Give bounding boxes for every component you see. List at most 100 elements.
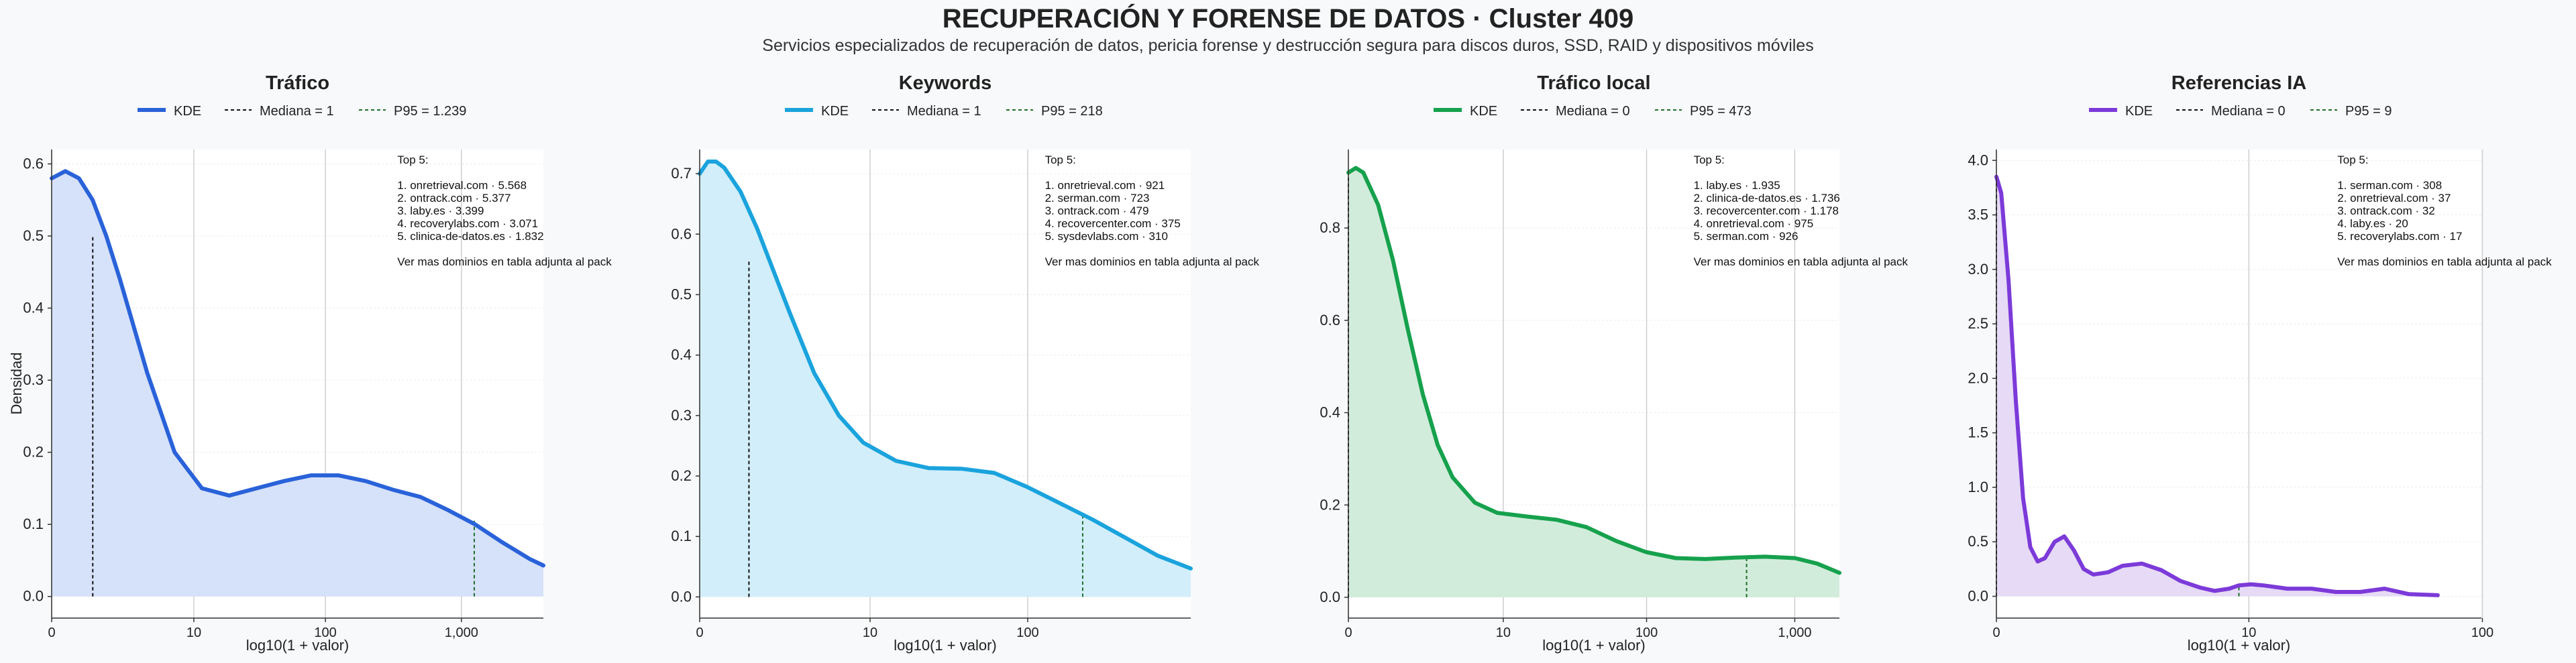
y-tick-label: 1.0 (1968, 479, 1988, 495)
y-tick-label: 1.5 (1968, 424, 1988, 441)
y-tick-label: 0.4 (1320, 404, 1340, 421)
top5-item: 3. laby.es · 3.399 (397, 204, 484, 217)
legend-label-median: Mediana = 0 (1556, 104, 1630, 119)
top5-item: 4. onretrieval.com · 975 (1694, 217, 1814, 230)
y-tick-label: 4.0 (1968, 152, 1988, 168)
top5-item: 5. recoverylabs.com · 17 (2337, 230, 2462, 243)
chart-title: Referencias IA (2171, 72, 2307, 94)
y-tick-label: 0.1 (671, 528, 692, 544)
x-tick-label: 100 (2471, 625, 2493, 640)
x-tick-label: 1,000 (445, 625, 478, 640)
y-tick-label: 0.5 (1968, 533, 1988, 550)
y-tick-label: 2.5 (1968, 315, 1988, 332)
x-axis-label: log10(1 + valor) (246, 637, 349, 654)
legend-label-p95: P95 = 9 (2345, 104, 2392, 119)
x-tick-label: 0 (696, 625, 703, 640)
x-tick-label: 100 (1635, 625, 1658, 640)
top5-item: 2. serman.com · 723 (1045, 192, 1150, 204)
top5-item: 1. serman.com · 308 (2337, 179, 2442, 192)
y-tick-label: 0.6 (671, 225, 692, 242)
legend-label-median: Mediana = 1 (260, 104, 334, 119)
top5-item: 5. sysdevlabs.com · 310 (1045, 230, 1168, 243)
page-title: RECUPERACIÓN Y FORENSE DE DATOS · Cluste… (942, 4, 1634, 34)
chart-panel-3: 0.0 0.2 0.4 0.6 0.8 0 10 100 1,000 log10(1 + valo… (1320, 72, 1908, 654)
x-tick-label: 1,000 (1778, 625, 1811, 640)
kde-area (52, 171, 543, 597)
legend-label-kde: KDE (1470, 104, 1497, 119)
top5-footnote: Ver mas dominios en tabla adjunta al pac… (2337, 255, 2552, 268)
legend-label-p95: P95 = 473 (1690, 104, 1752, 119)
chart-panel-2: 0.0 0.1 0.2 0.3 0.4 0.5 0.6 0.7 0 10 100 log10(1 + … (671, 72, 1259, 654)
top5-item: 2. ontrack.com · 5.377 (397, 192, 511, 204)
x-tick-label: 0 (1992, 625, 2000, 640)
x-tick-label: 0 (1344, 625, 1352, 640)
x-tick-label: 10 (863, 625, 877, 640)
y-tick-label: 0.2 (23, 444, 44, 461)
y-tick-label: 0.2 (1320, 496, 1340, 513)
legend-label-p95: P95 = 1.239 (394, 104, 466, 119)
top5-item: 1. laby.es · 1.935 (1694, 179, 1780, 192)
chart-title: Tráfico local (1537, 72, 1650, 94)
y-tick-label: 3.5 (1968, 206, 1988, 223)
top5-item: 1. onretrieval.com · 921 (1045, 179, 1165, 192)
chart-title: Tráfico (266, 72, 329, 94)
x-tick-label: 0 (48, 625, 55, 640)
legend-label-kde: KDE (2125, 104, 2153, 119)
top5-item: 4. recovercenter.com · 375 (1045, 217, 1181, 230)
legend-label-median: Mediana = 1 (907, 104, 981, 119)
top5-item: 1. onretrieval.com · 5.568 (397, 179, 527, 192)
y-tick-label: 0.5 (671, 286, 692, 302)
top5-item: 3. ontrack.com · 479 (1045, 204, 1149, 217)
top5-footnote: Ver mas dominios en tabla adjunta al pac… (1045, 255, 1260, 268)
kde-line (50, 169, 545, 568)
top5-item: 2. onretrieval.com · 37 (2337, 192, 2451, 204)
y-tick-label: 0.0 (1968, 587, 1988, 604)
y-tick-label: 0.1 (23, 516, 44, 532)
top5-item: 4. laby.es · 20 (2337, 217, 2408, 230)
y-tick-label: 0.2 (671, 467, 692, 484)
page-subtitle: Servicios especializados de recuperación… (762, 36, 1814, 55)
y-tick-label: 0.0 (23, 588, 44, 605)
legend-label-median: Mediana = 0 (2211, 104, 2286, 119)
x-tick-label: 100 (1016, 625, 1038, 640)
top5-footnote: Ver mas dominios en tabla adjunta al pac… (1694, 255, 1909, 268)
y-tick-label: 0.0 (671, 588, 692, 605)
x-axis-label: log10(1 + valor) (894, 637, 996, 654)
x-tick-label: 10 (186, 625, 201, 640)
top5-footnote: Ver mas dominios en tabla adjunta al pac… (397, 255, 612, 268)
top5-item: 5. clinica-de-datos.es · 1.832 (397, 230, 543, 243)
top5-item: 4. recoverylabs.com · 3.071 (397, 217, 538, 230)
chart-panel-1: 0.0 0.1 0.2 0.3 0.4 0.5 0.6 0 10 100 1,000 log10(1 … (8, 72, 612, 654)
top5-item: 5. serman.com · 926 (1694, 230, 1799, 243)
top5-item: 3. recovercenter.com · 1.178 (1694, 204, 1839, 217)
top5-title: Top 5: (397, 154, 428, 166)
y-tick-label: 0.6 (23, 156, 44, 172)
top5-title: Top 5: (2337, 154, 2368, 166)
legend-label-kde: KDE (821, 104, 849, 119)
x-axis-label: log10(1 + valor) (1542, 637, 1645, 654)
y-tick-label: 0.6 (1320, 312, 1340, 328)
x-tick-label: 10 (2241, 625, 2256, 640)
y-tick-label: 0.0 (1320, 589, 1340, 605)
legend-label-p95: P95 = 218 (1041, 104, 1103, 119)
y-tick-label: 0.3 (671, 407, 692, 424)
top5-title: Top 5: (1045, 154, 1076, 166)
kde-line (698, 160, 1193, 570)
x-axis-label: log10(1 + valor) (2188, 637, 2290, 654)
top5-item: 2. clinica-de-datos.es · 1.736 (1694, 192, 1840, 204)
chart-title: Keywords (899, 72, 992, 94)
x-tick-label: 10 (1496, 625, 1511, 640)
kde-line (1994, 174, 2440, 597)
y-tick-label: 0.5 (23, 227, 44, 244)
y-tick-label: 0.8 (1320, 219, 1340, 236)
chart-panel-4: 0.0 0.5 1.0 1.5 2.0 2.5 3.0 3.5 4.0 0 10 100 log10(1… (1968, 72, 2552, 654)
top5-item: 3. ontrack.com · 32 (2337, 204, 2435, 217)
x-tick-label: 100 (314, 625, 336, 640)
kde-area (1348, 168, 1839, 598)
plot-background (1996, 149, 2481, 618)
y-tick-label: 0.4 (23, 300, 44, 316)
y-axis-label: Densidad (8, 353, 25, 415)
top5-title: Top 5: (1694, 154, 1725, 166)
y-tick-label: 0.7 (671, 165, 692, 182)
